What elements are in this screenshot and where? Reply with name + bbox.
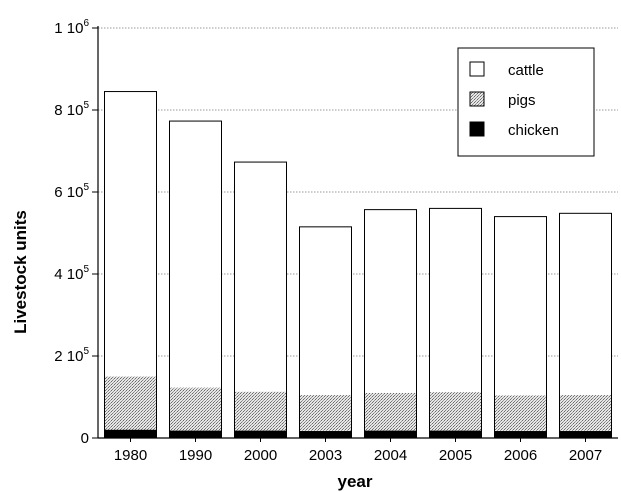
y-tick-label: 2 105 [54,346,89,365]
y-tick-label: 0 [81,430,89,447]
bar-chicken-1980 [104,429,157,439]
legend-swatch-cattle [469,61,485,77]
bar-chicken-2000 [234,430,287,439]
legend-label-pigs: pigs [508,92,536,109]
bar-cattle-1990 [169,121,222,388]
x-tick-label: 1980 [114,447,147,464]
bar-chicken-2007 [559,430,612,439]
x-tick-label: 2006 [504,447,537,464]
bar-cattle-2007 [559,213,612,395]
x-tick-label: 2003 [309,447,342,464]
y-axis-title: Livestock units [11,210,30,334]
legend-label-chicken: chicken [508,122,559,139]
bar-pigs-2004 [364,392,417,431]
x-tick-label: 2007 [569,447,602,464]
bar-cattle-2006 [494,216,547,396]
bar-chicken-2003 [299,430,352,439]
bar-cattle-2003 [299,226,352,395]
bar-chicken-2004 [364,430,417,439]
y-tick-label: 8 105 [54,100,89,119]
bar-pigs-1980 [104,376,157,430]
bar-cattle-1980 [104,91,157,377]
bar-chicken-2005 [429,430,482,439]
legend-swatch-chicken [469,121,485,137]
legend-swatch-pigs [469,91,485,107]
x-tick-label: 2000 [244,447,277,464]
bar-cattle-2005 [429,208,482,393]
x-tick-label: 1990 [179,447,212,464]
axes [97,26,618,439]
bar-pigs-2007 [559,394,612,432]
bar-chicken-2006 [494,430,547,439]
legend: cattle pigs chicken [457,47,595,157]
y-tick-labels: 0 2 105 4 105 6 105 8 105 1 106 [54,18,98,447]
bar-chicken-1990 [169,430,222,439]
bars [104,91,612,439]
x-tick-label: 2004 [374,447,407,464]
bar-pigs-1990 [169,387,222,431]
bar-pigs-2003 [299,394,352,432]
x-axis-title: year [338,472,373,491]
x-tick-labels: 1980 1990 2000 2003 2004 2005 2006 2007 [114,438,602,464]
bar-pigs-2005 [429,392,482,431]
bar-pigs-2006 [494,395,547,432]
x-tick-label: 2005 [439,447,472,464]
bar-cattle-2000 [234,162,287,392]
y-tick-label: 1 106 [54,18,89,37]
y-tick-label: 4 105 [54,264,89,283]
legend-label-cattle: cattle [508,62,544,79]
y-tick-label: 6 105 [54,182,89,201]
bar-pigs-2000 [234,391,287,431]
bar-cattle-2004 [364,209,417,393]
